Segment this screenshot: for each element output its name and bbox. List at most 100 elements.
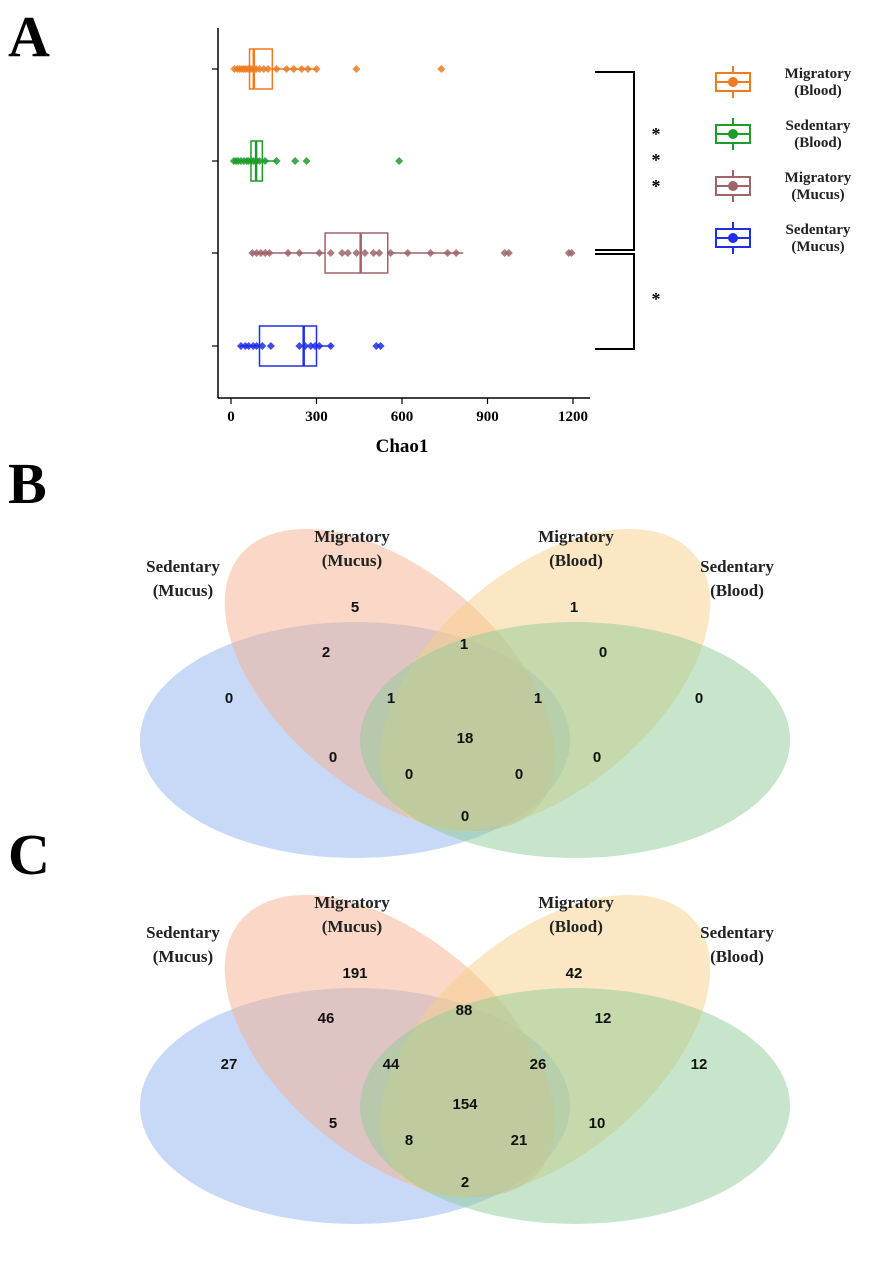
panel-label-a: A [8, 4, 50, 69]
data-point [376, 342, 385, 350]
venn-region-count: 0 [405, 766, 413, 783]
x-tick-label: 300 [305, 409, 328, 425]
venn-region-count: 27 [221, 1056, 238, 1073]
legend-swatch-dot [728, 181, 738, 191]
venn-region-count: 26 [530, 1056, 547, 1073]
venn-region-count: 18 [457, 730, 474, 747]
venn-region-count: 88 [456, 1002, 473, 1019]
data-point [437, 65, 446, 73]
data-point [258, 342, 267, 350]
venn-set-ellipse [360, 622, 790, 858]
venn-region-count: 42 [566, 965, 583, 982]
legend-item: Migratory(Mucus) [715, 170, 852, 203]
data-point [500, 249, 509, 257]
venn-region-count: 0 [593, 749, 601, 766]
data-point [311, 342, 320, 350]
data-point [295, 342, 304, 350]
panel-label-b: B [8, 451, 47, 516]
significance-brackets: * * * * [595, 71, 661, 350]
venn-region-count: 8 [405, 1132, 413, 1149]
data-point [372, 342, 381, 350]
venn-set-label: (Mucus) [153, 947, 213, 966]
legend-label: (Mucus) [791, 187, 844, 203]
data-point [326, 249, 335, 257]
data-point [255, 157, 264, 165]
legend-item: Migratory(Blood) [715, 66, 852, 99]
data-point [452, 249, 461, 257]
venn-region-count: 191 [342, 965, 367, 982]
legend-label: Migratory [785, 66, 852, 82]
venn-diagram-c: Sedentary (Mucus) Migratory (Mucus) Migrator… [140, 893, 790, 1224]
venn-set-label: Sedentary [700, 557, 774, 576]
legend-swatch-dot [728, 233, 738, 243]
data-point [343, 249, 352, 257]
significance-star: * [652, 176, 661, 196]
x-tick-label: 900 [476, 409, 499, 425]
data-point [282, 65, 291, 73]
data-point [395, 157, 404, 165]
bracket-top [595, 71, 635, 251]
box-series [248, 232, 576, 274]
data-point [255, 65, 264, 73]
significance-star: * [652, 289, 661, 309]
data-point [306, 342, 315, 350]
legend-label: (Mucus) [791, 239, 844, 255]
box-series [236, 325, 385, 367]
data-point [303, 65, 312, 73]
significance-star: * [652, 150, 661, 170]
panel-label-c: C [8, 822, 50, 887]
venn-set-label: Sedentary [700, 923, 774, 942]
data-point [315, 342, 324, 350]
data-point [426, 249, 435, 257]
boxplot-legend: Migratory(Blood)Sedentary(Blood)Migrator… [715, 66, 852, 255]
legend-label: (Blood) [794, 83, 842, 99]
venn-set-label: (Blood) [549, 917, 603, 936]
venn-region-count: 10 [589, 1115, 606, 1132]
box-series [230, 48, 446, 90]
significance-star: * [652, 124, 661, 144]
venn-set-label: (Blood) [710, 581, 764, 600]
venn-region-count: 21 [511, 1132, 528, 1149]
venn-region-count: 5 [329, 1115, 337, 1132]
venn-region-count: 1 [387, 690, 395, 707]
venn-diagram-b: Sedentary (Mucus) Migratory (Mucus) Migrator… [140, 527, 790, 858]
data-point [236, 342, 245, 350]
venn-set-label: Migratory [314, 527, 390, 546]
data-point [352, 65, 361, 73]
venn-region-count: 1 [534, 690, 542, 707]
venn-set-label: Migratory [314, 893, 390, 912]
data-point [403, 249, 412, 257]
data-point [312, 65, 321, 73]
venn-region-count: 0 [225, 690, 233, 707]
venn-set-label: Sedentary [146, 557, 220, 576]
data-point [261, 157, 270, 165]
data-point [272, 157, 281, 165]
venn-set-label: Sedentary [146, 923, 220, 942]
data-point [266, 342, 275, 350]
x-tick-label: 1200 [558, 409, 588, 425]
venn-set-label: (Blood) [549, 551, 603, 570]
data-point [252, 342, 261, 350]
boxplot-axes: 0 300 600 900 1200 Chao1 [212, 28, 590, 457]
venn-set-ellipse [360, 988, 790, 1224]
data-point [244, 342, 253, 350]
data-point [248, 249, 257, 257]
box-series [229, 140, 404, 182]
data-point [297, 65, 306, 73]
data-point [567, 249, 576, 257]
legend-label: Sedentary [786, 118, 851, 134]
data-point [302, 157, 311, 165]
venn-set-label: (Blood) [710, 947, 764, 966]
data-point [352, 249, 361, 257]
venn-region-count: 2 [322, 644, 330, 661]
x-axis-title: Chao1 [376, 436, 429, 457]
legend-swatch-dot [728, 129, 738, 139]
venn-region-count: 0 [329, 749, 337, 766]
venn-set-label: (Mucus) [322, 551, 382, 570]
data-point [256, 249, 265, 257]
data-point [259, 65, 268, 73]
data-point [261, 249, 270, 257]
venn-set-label: Migratory [538, 527, 614, 546]
data-point [252, 249, 261, 257]
